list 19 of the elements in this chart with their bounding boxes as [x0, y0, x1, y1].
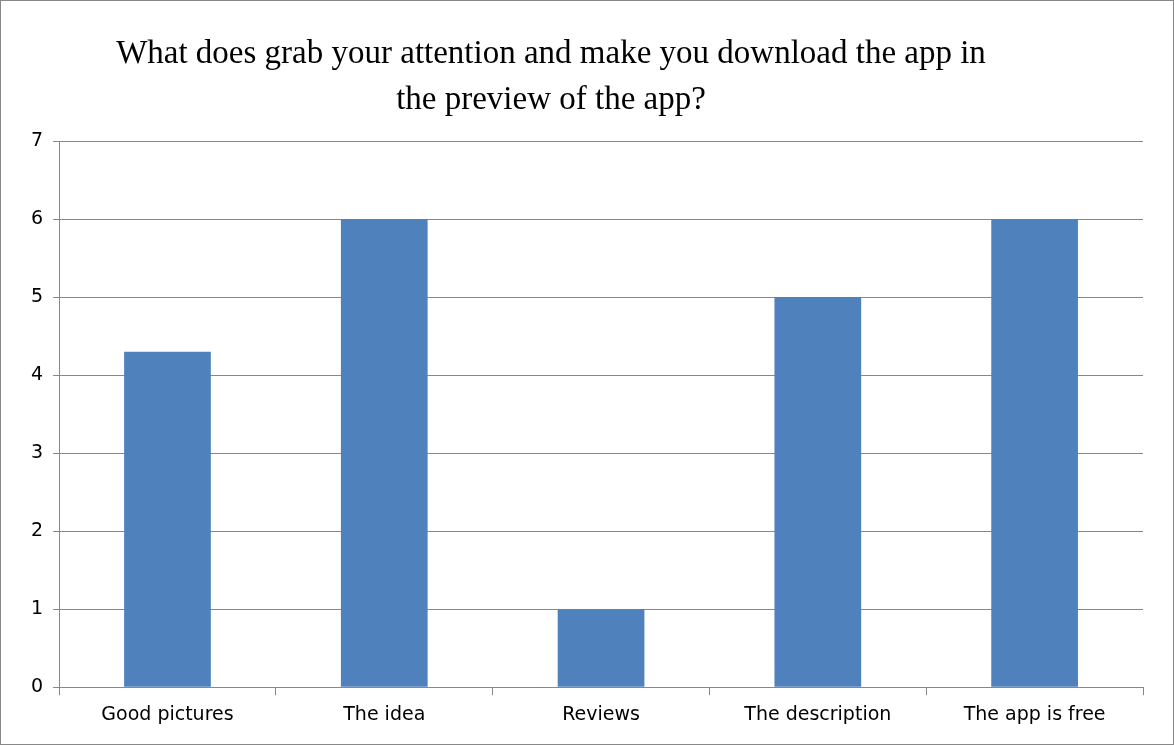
- x-tick-label: Good pictures: [101, 701, 234, 724]
- y-tick-label: 6: [30, 205, 44, 228]
- chart-title: What does grab your attention and make you download the app in the preview of the app?: [115, 33, 987, 118]
- y-tick-label: 7: [30, 127, 44, 150]
- y-tick-label: 2: [30, 518, 44, 541]
- bar: [557, 609, 645, 687]
- y-tick-label: 5: [30, 283, 44, 306]
- bar: [124, 351, 211, 687]
- y-tick-label: 3: [30, 440, 44, 463]
- bar: [774, 297, 862, 687]
- y-tick-label: 4: [30, 362, 44, 385]
- x-tick-label: The app is free: [962, 701, 1106, 724]
- bar: [340, 219, 428, 687]
- y-tick-label: 0: [30, 674, 44, 697]
- x-tick-label: The description: [743, 701, 892, 724]
- y-tick-label: 1: [30, 596, 44, 619]
- bar: [991, 219, 1078, 687]
- x-tick-label: The idea: [342, 701, 426, 724]
- x-tick-label: Reviews: [562, 701, 640, 724]
